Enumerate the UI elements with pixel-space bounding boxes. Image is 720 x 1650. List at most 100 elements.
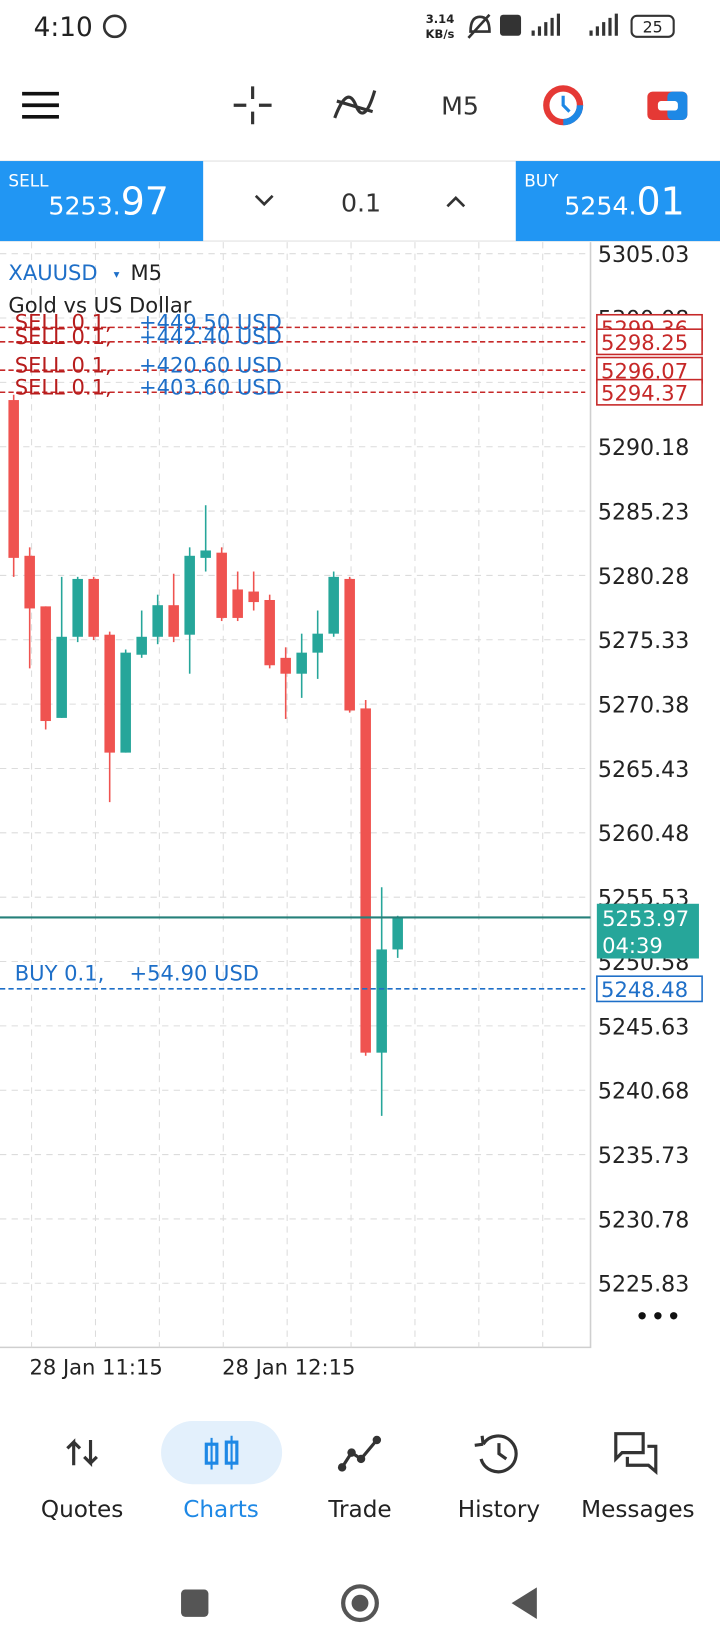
candle-body: [88, 578, 99, 637]
x-tick-label: 28 Jan 12:15: [222, 1355, 355, 1380]
recents-button[interactable]: [181, 1589, 209, 1617]
battery-icon: [630, 14, 675, 38]
candle-body: [376, 949, 387, 1053]
order-profit: +403.60 USD: [139, 374, 282, 399]
volte-icon: [500, 14, 522, 36]
x-tick-label: 28 Jan 11:15: [29, 1355, 162, 1380]
candle-body: [120, 652, 131, 753]
trade-button[interactable]: [647, 91, 688, 120]
order-profit: +54.90 USD: [129, 960, 259, 985]
candle-body: [168, 605, 179, 637]
candle-body: [392, 917, 403, 950]
order-price: 5248.48: [601, 977, 688, 1002]
buy-button[interactable]: BUY 5254.01: [515, 161, 720, 242]
nav-label: Trade: [327, 1497, 391, 1523]
mute-icon: [467, 13, 491, 39]
volume[interactable]: 0.1: [341, 189, 381, 218]
order-profit: +449.50 USD: [139, 309, 282, 334]
order-profit: +420.60 USD: [139, 352, 282, 377]
candle-body: [296, 652, 307, 674]
indicators-button[interactable]: [333, 90, 377, 119]
signal-1: [531, 13, 560, 36]
nav-label: Quotes: [41, 1497, 123, 1523]
order-price: 5294.37: [601, 381, 688, 406]
y-tick-label: 5285.23: [598, 499, 689, 525]
y-tick-label: 5270.38: [598, 693, 689, 719]
candle-body: [136, 636, 147, 655]
clock-button[interactable]: [543, 85, 584, 126]
y-tick-label: 5245.63: [598, 1014, 689, 1040]
candle-body: [56, 636, 67, 718]
order-price-box: [596, 328, 703, 356]
candle-body: [312, 633, 323, 653]
volume-down[interactable]: [254, 194, 274, 207]
candle-body: [248, 591, 259, 603]
y-tick-label: 5305.03: [598, 242, 689, 268]
y-tick-label: 5275.33: [598, 628, 689, 654]
nav-label: Messages: [581, 1497, 694, 1523]
y-tick-label: 5225.83: [598, 1272, 689, 1298]
nav-history[interactable]: History: [458, 1434, 540, 1523]
y-tick-label: 5230.78: [598, 1207, 689, 1233]
order-price-box: [596, 378, 703, 406]
y-tick-label: 5240.68: [598, 1079, 689, 1105]
candle-body: [40, 606, 51, 722]
candle-body: [200, 550, 211, 558]
more-button[interactable]: [638, 1312, 678, 1320]
y-tick-label: 5280.28: [598, 564, 689, 590]
nav-label: History: [458, 1497, 540, 1523]
chart-timeframe: M5: [131, 260, 163, 285]
buy-price: 5254.01: [564, 180, 685, 224]
candle-body: [280, 657, 291, 674]
nav-trade[interactable]: Trade: [327, 1435, 392, 1523]
volume-up[interactable]: [446, 196, 466, 208]
battery-level: 25: [643, 18, 663, 37]
bid-timer: 04:39: [602, 933, 663, 958]
candle-body: [360, 708, 371, 1053]
candle-body: [264, 599, 275, 666]
chart: 5305.035300.085295.135290.185285.235280.…: [0, 242, 703, 1349]
order-side: SELL 0.1,: [15, 374, 112, 399]
nav-quotes[interactable]: Quotes: [41, 1438, 123, 1523]
candle-body: [24, 555, 35, 609]
candle-body: [72, 578, 83, 637]
order-price: 5298.25: [601, 330, 688, 355]
candle-body: [328, 576, 339, 634]
candle-body: [216, 552, 227, 618]
order-profit: +442.40 USD: [139, 324, 282, 349]
candle-body: [104, 634, 115, 753]
order-side: SELL 0.1,: [15, 324, 112, 349]
signal-2: [589, 13, 618, 36]
nav-label: Charts: [183, 1497, 259, 1523]
home-button[interactable]: [341, 1584, 379, 1623]
crosshair-button[interactable]: [233, 86, 272, 125]
nav-messages[interactable]: Messages: [581, 1432, 695, 1523]
sell-label: SELL: [8, 170, 49, 190]
symbol-dropdown[interactable]: ▾: [114, 267, 120, 281]
bid-price: 5253.97: [602, 906, 689, 931]
sell-button[interactable]: SELL 5253.97: [0, 161, 204, 242]
nav-charts[interactable]: Charts: [183, 1435, 259, 1523]
sell-price: 5253.97: [48, 180, 169, 224]
order-side: BUY 0.1,: [15, 960, 105, 985]
back-button[interactable]: [511, 1587, 537, 1619]
menu-button[interactable]: [22, 91, 59, 119]
chart-description: Gold vs US Dollar: [8, 293, 191, 318]
y-tick-label: 5235.73: [598, 1143, 689, 1169]
y-tick-label: 5290.18: [598, 435, 689, 461]
chart-frame: [0, 242, 592, 1349]
candle-body: [344, 578, 355, 711]
nav-active-pill: [161, 1421, 283, 1485]
timeframe-button[interactable]: M5: [441, 92, 479, 121]
candle-body: [8, 400, 19, 558]
buy-label: BUY: [524, 170, 559, 190]
candle-body: [184, 555, 195, 635]
net-speed: 3.14: [426, 12, 455, 26]
y-tick-label: 5260.48: [598, 821, 689, 847]
bid-box: [596, 903, 699, 959]
order-price-box: [596, 356, 703, 384]
candle-body: [152, 605, 163, 637]
order-side: SELL 0.1,: [15, 352, 112, 377]
